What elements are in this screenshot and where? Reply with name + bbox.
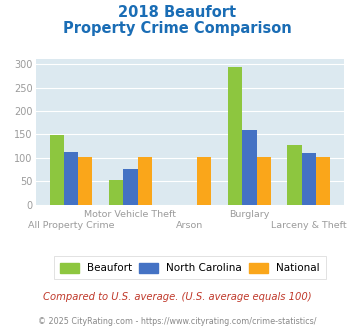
Text: Larceny & Theft: Larceny & Theft bbox=[271, 221, 347, 230]
Bar bbox=[109, 180, 123, 205]
Text: All Property Crime: All Property Crime bbox=[28, 221, 114, 230]
Bar bbox=[64, 152, 78, 205]
Text: Compared to U.S. average. (U.S. average equals 100): Compared to U.S. average. (U.S. average … bbox=[43, 292, 312, 302]
Text: Motor Vehicle Theft: Motor Vehicle Theft bbox=[84, 211, 176, 219]
Text: 2018 Beaufort: 2018 Beaufort bbox=[119, 5, 236, 20]
Bar bbox=[138, 157, 152, 205]
Bar bbox=[78, 157, 92, 205]
Bar bbox=[123, 170, 138, 205]
Text: Arson: Arson bbox=[176, 221, 203, 230]
Bar bbox=[228, 67, 242, 205]
Text: © 2025 CityRating.com - https://www.cityrating.com/crime-statistics/: © 2025 CityRating.com - https://www.city… bbox=[38, 317, 317, 326]
Bar bbox=[316, 157, 330, 205]
Bar bbox=[257, 157, 271, 205]
Text: Property Crime Comparison: Property Crime Comparison bbox=[63, 21, 292, 36]
Bar bbox=[242, 130, 257, 205]
Text: Burglary: Burglary bbox=[229, 211, 269, 219]
Bar bbox=[288, 145, 302, 205]
Bar bbox=[302, 153, 316, 205]
Legend: Beaufort, North Carolina, National: Beaufort, North Carolina, National bbox=[54, 256, 326, 279]
Bar bbox=[50, 135, 64, 205]
Bar bbox=[197, 157, 211, 205]
